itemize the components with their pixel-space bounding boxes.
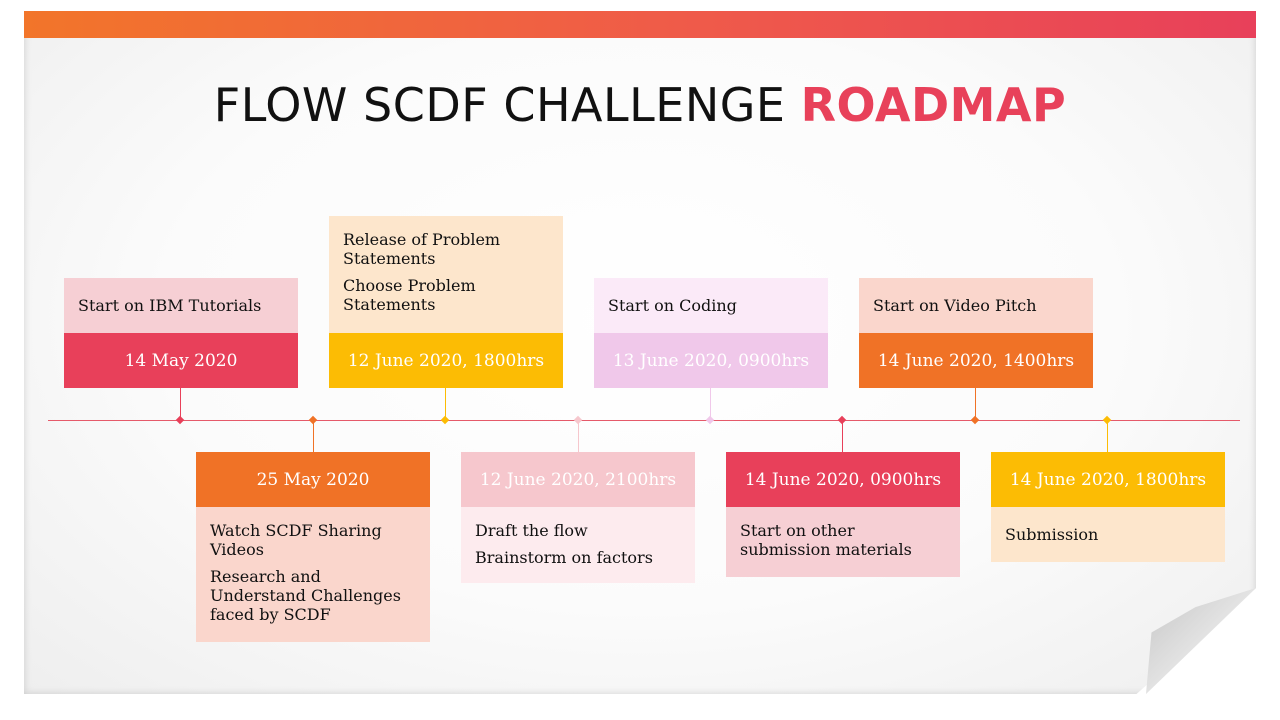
connector-6 <box>842 420 843 452</box>
milestone-desc-2: Watch SCDF Sharing Videos Research and U… <box>196 507 430 642</box>
top-accent-bar <box>24 11 1256 38</box>
title-accent: ROADMAP <box>800 78 1067 132</box>
milestone-desc-1: Start on IBM Tutorials <box>64 278 298 333</box>
milestone-desc-8: Submission <box>991 507 1225 562</box>
title-main: FLOW SCDF CHALLENGE <box>213 78 801 132</box>
connector-3 <box>445 388 446 420</box>
milestone-2-task-2: Research and Understand Challenges faced… <box>210 567 401 624</box>
connector-1 <box>180 388 181 420</box>
milestone-date-8: 14 June 2020, 1800hrs <box>991 452 1225 507</box>
milestone-6-task-1: Start on other submission materials <box>740 521 912 559</box>
milestone-date-4: 12 June 2020, 2100hrs <box>461 452 695 507</box>
milestone-desc-4: Draft the flow Brainstorm on factors <box>461 507 695 583</box>
milestone-date-7: 14 June 2020, 1400hrs <box>859 333 1093 388</box>
milestone-4-task-1: Draft the flow <box>475 521 588 540</box>
milestone-card-6: 14 June 2020, 0900hrs Start on other sub… <box>726 452 960 577</box>
milestone-desc-3: Release of Problem Statements Choose Pro… <box>329 216 563 333</box>
connector-4 <box>578 420 579 452</box>
milestone-3-task-1: Release of Problem Statements <box>343 230 501 268</box>
milestone-date-1: 14 May 2020 <box>64 333 298 388</box>
milestone-desc-7: Start on Video Pitch <box>859 278 1093 333</box>
milestone-7-task-1: Start on Video Pitch <box>873 296 1037 315</box>
milestone-card-3: Release of Problem Statements Choose Pro… <box>329 216 563 388</box>
milestone-2-task-1: Watch SCDF Sharing Videos <box>210 521 382 559</box>
connector-8 <box>1107 420 1108 452</box>
milestone-date-5: 13 June 2020, 0900hrs <box>594 333 828 388</box>
milestone-date-3: 12 June 2020, 1800hrs <box>329 333 563 388</box>
timeline-axis <box>48 420 1240 421</box>
connector-7 <box>975 388 976 420</box>
milestone-date-6: 14 June 2020, 0900hrs <box>726 452 960 507</box>
milestone-8-task-1: Submission <box>1005 525 1099 544</box>
connector-2 <box>313 420 314 452</box>
milestone-card-7: Start on Video Pitch 14 June 2020, 1400h… <box>859 278 1093 388</box>
milestone-card-1: Start on IBM Tutorials 14 May 2020 <box>64 278 298 388</box>
milestone-card-2: 25 May 2020 Watch SCDF Sharing Videos Re… <box>196 452 430 642</box>
milestone-5-task-1: Start on Coding <box>608 296 737 315</box>
milestone-desc-6: Start on other submission materials <box>726 507 960 577</box>
milestone-1-task-1: Start on IBM Tutorials <box>78 296 262 315</box>
milestone-card-4: 12 June 2020, 2100hrs Draft the flow Bra… <box>461 452 695 583</box>
milestone-4-task-2: Brainstorm on factors <box>475 548 653 567</box>
slide-title: FLOW SCDF CHALLENGE ROADMAP <box>0 78 1280 132</box>
milestone-card-5: Start on Coding 13 June 2020, 0900hrs <box>594 278 828 388</box>
connector-5 <box>710 388 711 420</box>
milestone-card-8: 14 June 2020, 1800hrs Submission <box>991 452 1225 562</box>
milestone-3-task-2: Choose Problem Statements <box>343 276 476 314</box>
milestone-date-2: 25 May 2020 <box>196 452 430 507</box>
milestone-desc-5: Start on Coding <box>594 278 828 333</box>
